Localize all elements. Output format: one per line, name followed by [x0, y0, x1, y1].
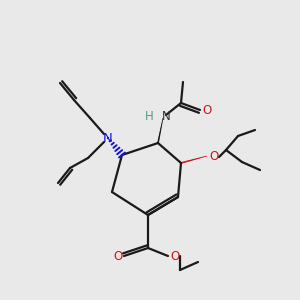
Polygon shape — [158, 118, 163, 143]
Text: O: O — [209, 151, 219, 164]
Text: O: O — [113, 250, 123, 262]
Text: N: N — [162, 110, 171, 124]
Text: O: O — [170, 250, 180, 262]
Text: N: N — [103, 131, 113, 145]
Polygon shape — [181, 156, 207, 164]
Text: H: H — [145, 110, 154, 124]
Text: O: O — [202, 103, 211, 116]
